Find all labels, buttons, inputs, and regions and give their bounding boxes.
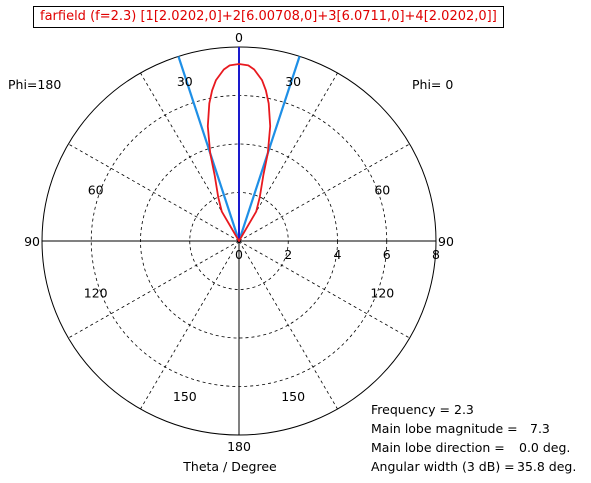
grid-spoke [68, 143, 240, 242]
frequency-text: Frequency = 2.3 [371, 402, 474, 417]
angle-tick-label: 30 [285, 74, 301, 89]
main-lobe-direction-value: 0.0 deg. [519, 440, 571, 455]
radial-tick-label: 6 [383, 247, 391, 262]
grid-spoke [238, 240, 338, 410]
x-axis-label: Theta / Degree [182, 459, 277, 474]
angle-tick-label: 90 [438, 234, 454, 249]
angular-width-value: 35.8 deg. [517, 459, 577, 474]
radial-tick-label: 4 [334, 247, 342, 262]
phi-right-label: Phi= 0 [412, 77, 453, 92]
angle-tick-label: 150 [173, 389, 197, 404]
radial-tick-label: 0 [235, 247, 243, 262]
angle-tick-label: 0 [235, 30, 243, 45]
pattern-curve [206, 63, 272, 242]
angle-tick-label: 60 [88, 183, 104, 198]
radial-tick-label: 2 [284, 247, 292, 262]
main-lobe-magnitude-label: Main lobe magnitude = [371, 421, 518, 436]
angle-tick-label: 30 [177, 74, 193, 89]
grid-spoke [238, 143, 410, 242]
phi-left-label: Phi=180 [8, 77, 61, 92]
pattern-layer [177, 47, 301, 242]
beamwidth-line [237, 56, 301, 242]
angle-tick-label: 120 [370, 285, 394, 300]
grid-spoke [238, 240, 410, 339]
axis-labels: 0 2 4 6 8 0 30 60 90 120 150 180 30 60 90 120 150 Phi=180… [8, 30, 454, 474]
grid-spoke [68, 240, 240, 339]
angle-tick-label: 90 [24, 234, 40, 249]
chart-title: farfield (f=2.3) [1[2.0202,0]+2[6.00708,… [33, 6, 504, 28]
radial-tick-label: 8 [432, 247, 440, 262]
angle-tick-label: 60 [374, 183, 390, 198]
grid-spoke [140, 240, 240, 410]
angular-width-label: Angular width (3 dB) = [371, 459, 515, 474]
beamwidth-line [177, 56, 241, 242]
main-lobe-direction-label: Main lobe direction = [371, 440, 505, 455]
angle-tick-label: 120 [84, 285, 108, 300]
main-lobe-magnitude-value: 7.3 [530, 421, 550, 436]
angle-tick-label: 150 [281, 389, 305, 404]
angle-tick-label: 180 [227, 439, 251, 454]
